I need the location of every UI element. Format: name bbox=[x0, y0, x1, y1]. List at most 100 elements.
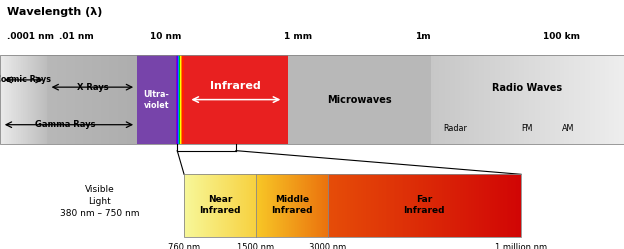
Bar bbox=[268, 174, 269, 237]
Bar bbox=[69, 55, 70, 144]
Bar bbox=[386, 174, 388, 237]
Bar bbox=[291, 174, 293, 237]
Bar bbox=[182, 55, 183, 144]
Bar bbox=[389, 174, 391, 237]
Bar bbox=[115, 55, 117, 144]
Bar bbox=[41, 55, 42, 144]
Bar bbox=[109, 55, 110, 144]
Bar bbox=[54, 55, 55, 144]
Bar bbox=[48, 55, 49, 144]
Bar bbox=[83, 55, 84, 144]
Bar bbox=[343, 55, 344, 144]
Bar bbox=[200, 174, 201, 237]
Bar bbox=[334, 174, 336, 237]
Bar bbox=[495, 174, 497, 237]
Bar bbox=[429, 174, 431, 237]
Bar bbox=[474, 174, 476, 237]
Bar bbox=[421, 55, 422, 144]
Bar bbox=[535, 55, 537, 144]
Bar bbox=[545, 55, 547, 144]
Bar bbox=[482, 55, 484, 144]
Bar bbox=[35, 55, 36, 144]
Bar bbox=[283, 174, 284, 237]
Bar bbox=[59, 55, 60, 144]
Bar bbox=[192, 174, 193, 237]
Bar bbox=[436, 55, 437, 144]
Bar bbox=[516, 55, 518, 144]
Bar bbox=[329, 174, 331, 237]
Bar bbox=[212, 174, 213, 237]
Bar bbox=[537, 55, 539, 144]
Bar bbox=[329, 55, 330, 144]
Bar bbox=[314, 55, 316, 144]
Bar bbox=[297, 174, 298, 237]
Bar bbox=[24, 55, 25, 144]
Bar bbox=[402, 55, 404, 144]
Bar bbox=[351, 55, 353, 144]
Bar bbox=[373, 55, 374, 144]
Bar bbox=[508, 174, 510, 237]
Bar bbox=[290, 174, 291, 237]
Bar bbox=[70, 55, 71, 144]
Bar bbox=[544, 55, 545, 144]
Bar bbox=[419, 174, 421, 237]
Bar bbox=[352, 174, 354, 237]
Bar bbox=[457, 174, 459, 237]
Bar bbox=[354, 55, 356, 144]
Bar bbox=[600, 55, 602, 144]
Bar bbox=[282, 174, 283, 237]
Bar bbox=[348, 55, 349, 144]
Bar bbox=[571, 55, 573, 144]
Bar bbox=[572, 55, 574, 144]
Bar bbox=[176, 55, 178, 144]
Bar bbox=[273, 174, 274, 237]
Bar bbox=[590, 55, 592, 144]
Text: Ultra-
violet: Ultra- violet bbox=[144, 90, 170, 110]
Bar bbox=[480, 55, 482, 144]
Bar bbox=[475, 55, 477, 144]
Bar bbox=[240, 174, 241, 237]
Bar bbox=[396, 55, 397, 144]
Bar bbox=[558, 55, 560, 144]
Bar bbox=[374, 174, 376, 237]
Bar bbox=[107, 55, 108, 144]
Bar bbox=[494, 174, 495, 237]
Bar bbox=[320, 174, 321, 237]
Bar bbox=[120, 55, 122, 144]
Bar bbox=[504, 174, 505, 237]
Bar bbox=[503, 55, 505, 144]
Bar bbox=[350, 55, 351, 144]
Bar bbox=[313, 174, 314, 237]
Text: Visible
Light
380 nm – 750 nm: Visible Light 380 nm – 750 nm bbox=[60, 186, 140, 218]
Bar bbox=[494, 55, 495, 144]
Bar bbox=[301, 174, 302, 237]
Bar bbox=[464, 55, 466, 144]
Bar bbox=[390, 55, 392, 144]
Bar bbox=[525, 55, 527, 144]
Bar bbox=[566, 55, 568, 144]
Bar bbox=[126, 55, 127, 144]
Bar bbox=[31, 55, 32, 144]
Bar bbox=[447, 174, 449, 237]
Bar bbox=[220, 174, 222, 237]
Bar bbox=[243, 174, 244, 237]
Bar bbox=[304, 55, 305, 144]
Bar bbox=[521, 55, 523, 144]
Bar bbox=[333, 174, 334, 237]
Bar bbox=[371, 55, 373, 144]
Bar bbox=[415, 55, 417, 144]
Bar bbox=[323, 174, 324, 237]
Bar bbox=[338, 55, 339, 144]
Bar bbox=[1, 55, 2, 144]
Bar bbox=[519, 55, 521, 144]
Bar bbox=[295, 55, 296, 144]
Text: Near
Infrared: Near Infrared bbox=[199, 195, 241, 215]
Bar bbox=[257, 174, 258, 237]
Bar bbox=[105, 55, 107, 144]
Bar bbox=[9, 55, 10, 144]
Bar bbox=[301, 55, 303, 144]
Bar bbox=[90, 55, 91, 144]
Bar bbox=[26, 55, 27, 144]
Bar bbox=[312, 55, 313, 144]
Bar bbox=[124, 55, 125, 144]
